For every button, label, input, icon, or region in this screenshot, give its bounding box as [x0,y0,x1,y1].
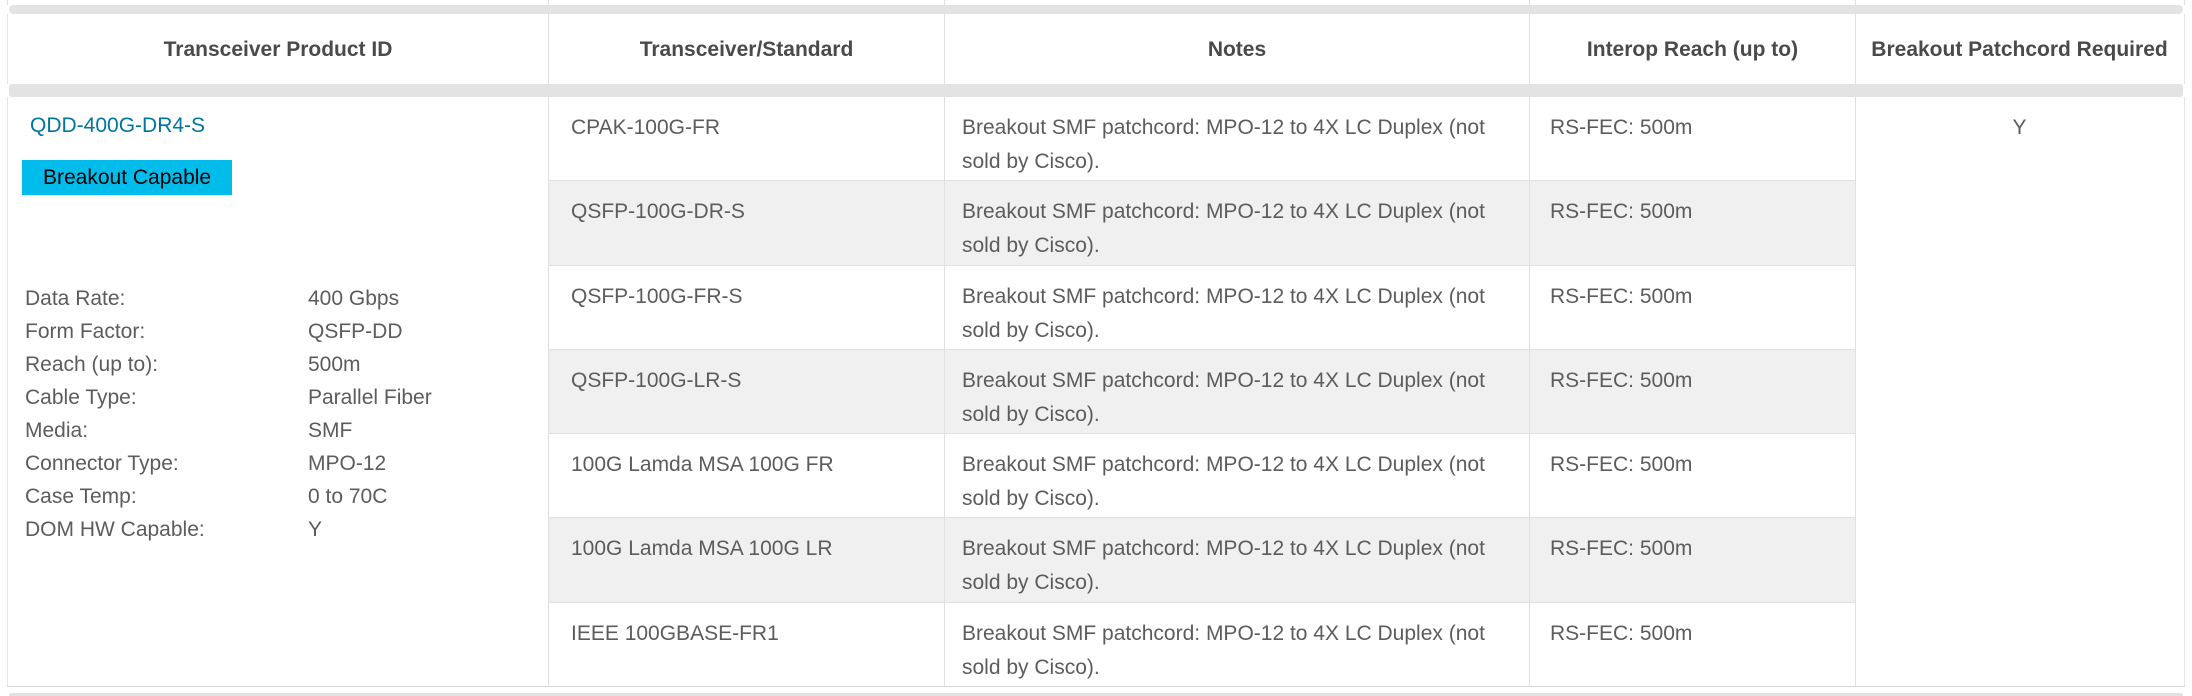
notes-cell: Breakout SMF patchcord: MPO-12 to 4X LC … [945,265,1530,349]
spec-value: 400 Gbps [308,287,400,310]
header-transceiver-standard: Transceiver/Standard [549,14,945,84]
spec-row: Cable Type: Parallel Fiber [25,381,548,414]
table-row: 100G Lamda MSA 100G LR Breakout SMF patc… [549,518,1856,603]
interop-reach-cell: RS-FEC: 500m [1530,97,1856,181]
spec-value: 0 to 70C [308,485,388,508]
spec-label: Media: [25,419,89,442]
header-separator-bar [9,84,2183,97]
spec-label: Reach (up to): [25,353,159,376]
interop-reach-cell: RS-FEC: 500m [1530,434,1856,518]
notes-cell: Breakout SMF patchcord: MPO-12 to 4X LC … [945,602,1530,686]
standard-cell: 100G Lamda MSA 100G FR [549,434,945,518]
spec-row: Case Temp: 0 to 70C [25,480,548,513]
column-divider-stub [1855,0,1856,5]
standard-cell: QSFP-100G-LR-S [549,349,945,434]
notes-cell: Breakout SMF patchcord: MPO-12 to 4X LC … [945,181,1530,265]
spec-label: Form Factor: [25,320,146,343]
transceiver-compatibility-table: Transceiver Product ID Transceiver/Stand… [7,0,2185,696]
breakout-capable-badge: Breakout Capable [22,160,233,195]
spec-value: MPO-12 [308,452,387,475]
column-divider-stub [944,0,945,5]
interop-reach-cell: RS-FEC: 500m [1530,349,1856,434]
spec-value: QSFP-DD [308,320,403,343]
standards-subtable: CPAK-100G-FR Breakout SMF patchcord: MPO… [549,97,1856,686]
table-row: 100G Lamda MSA 100G FR Breakout SMF patc… [549,434,1856,519]
header-transceiver-product-id: Transceiver Product ID [8,14,549,84]
interop-reach-cell: RS-FEC: 500m [1530,518,1856,602]
product-cell: QDD-400G-DR4-S Breakout Capable Data Rat… [8,97,549,686]
interop-reach-cell: RS-FEC: 500m [1530,181,1856,265]
spec-value: SMF [308,419,353,442]
spec-row: Connector Type: MPO-12 [25,447,548,480]
spec-label: Case Temp: [25,485,137,508]
table-row: QSFP-100G-DR-S Breakout SMF patchcord: M… [549,181,1856,266]
standard-cell: QSFP-100G-DR-S [549,181,945,265]
header-interop-reach: Interop Reach (up to) [1530,14,1856,84]
spec-label: DOM HW Capable: [25,518,205,541]
spec-row: Data Rate: 400 Gbps [25,282,548,315]
header-notes: Notes [945,14,1530,84]
column-divider-stub [1529,0,1530,5]
next-group-separator-bar [9,693,2183,696]
spec-row: DOM HW Capable: Y [25,513,548,546]
standard-cell: QSFP-100G-FR-S [549,265,945,349]
notes-cell: Breakout SMF patchcord: MPO-12 to 4X LC … [945,434,1530,518]
spec-row: Form Factor: QSFP-DD [25,315,548,348]
breakout-patchcord-required-cell: Y [2012,116,2027,139]
table-row: QSFP-100G-FR-S Breakout SMF patchcord: M… [549,265,1856,350]
spec-label: Connector Type: [25,452,179,475]
spec-label: Data Rate: [25,287,126,310]
notes-cell: Breakout SMF patchcord: MPO-12 to 4X LC … [945,518,1530,602]
standard-cell: CPAK-100G-FR [549,97,945,181]
table-row: IEEE 100GBASE-FR1 Breakout SMF patchcord… [549,602,1856,686]
table-row: QSFP-100G-LR-S Breakout SMF patchcord: M… [549,349,1856,435]
spec-value: 500m [308,353,361,376]
notes-cell: Breakout SMF patchcord: MPO-12 to 4X LC … [945,349,1530,434]
product-id-link[interactable]: QDD-400G-DR4-S [30,114,206,137]
notes-cell: Breakout SMF patchcord: MPO-12 to 4X LC … [945,97,1530,181]
table-row: CPAK-100G-FR Breakout SMF patchcord: MPO… [549,97,1856,182]
spec-value: Y [308,518,323,541]
product-spec-list: Data Rate: 400 Gbps Form Factor: QSFP-DD… [8,282,548,546]
standard-cell: IEEE 100GBASE-FR1 [549,602,945,686]
column-divider-stub [2184,0,2185,5]
column-divider-stub [548,0,549,5]
group-separator-bar [9,5,2183,14]
spec-row: Media: SMF [25,414,548,447]
column-divider-stub [7,0,8,5]
spec-value: Parallel Fiber [308,386,432,409]
spec-row: Reach (up to): 500m [25,348,548,381]
spec-label: Cable Type: [25,386,137,409]
product-group-row: QDD-400G-DR4-S Breakout Capable Data Rat… [7,97,2185,687]
previous-row-remnant [7,0,2185,5]
standard-cell: 100G Lamda MSA 100G LR [549,518,945,602]
header-breakout-patchcord: Breakout Patchcord Required [1871,37,2168,61]
interop-reach-cell: RS-FEC: 500m [1530,265,1856,349]
interop-reach-cell: RS-FEC: 500m [1530,602,1856,686]
table-header-row: Transceiver Product ID Transceiver/Stand… [7,14,2185,84]
